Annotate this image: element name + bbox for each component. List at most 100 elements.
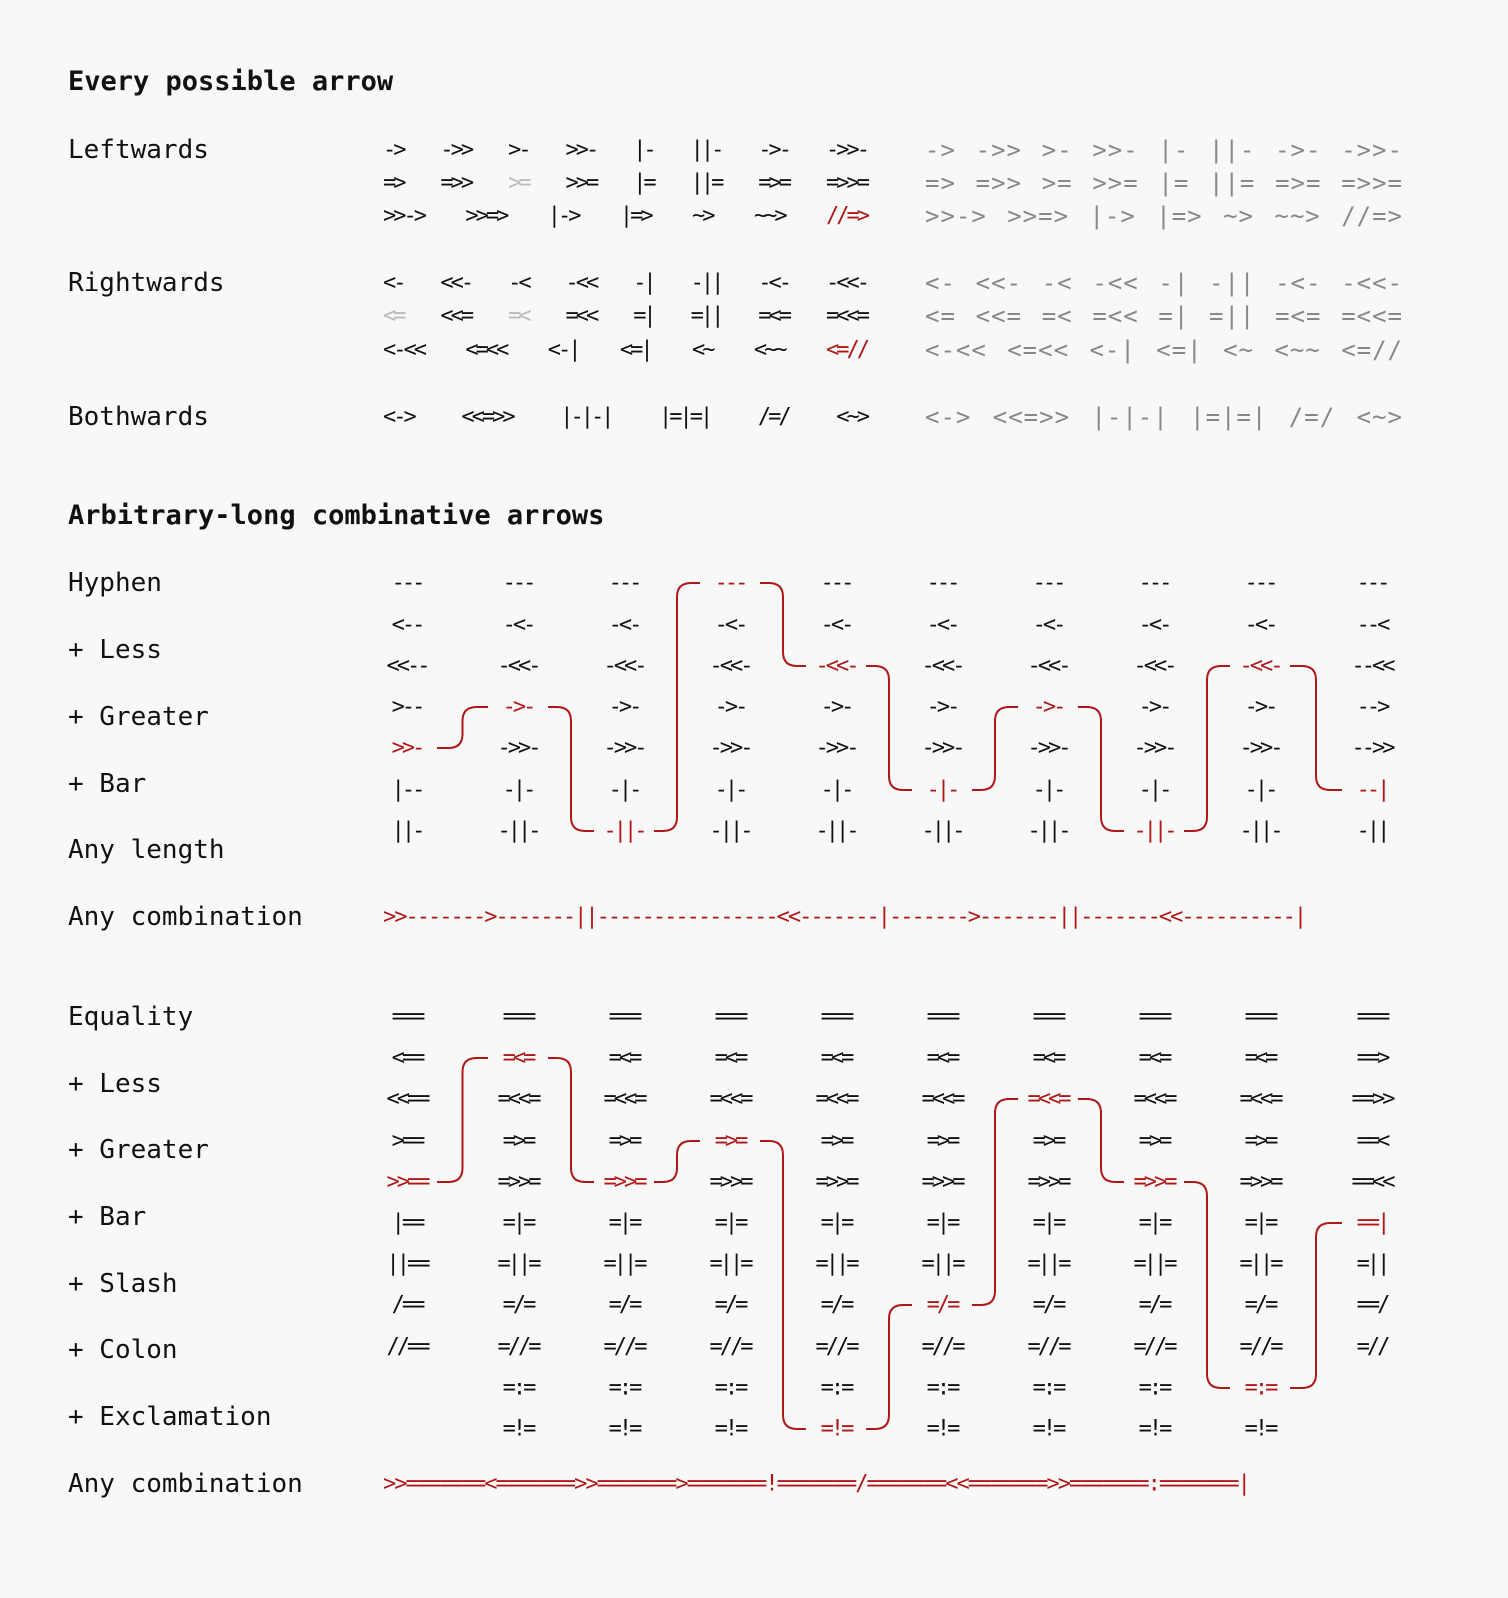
combination-arrow: >>------->-------||----------------<<---… (383, 904, 1307, 930)
arrow-cell: =<<= (921, 1086, 966, 1112)
arrow-cell: --> (1356, 694, 1391, 720)
arrow-cell: =/= (714, 1292, 749, 1318)
ligature-glyph: <<- (440, 270, 474, 296)
arrow-cell: ->>- (815, 735, 860, 761)
arrow-cell: -|- (1138, 777, 1173, 803)
row-label: + Exclamation (68, 1402, 272, 1432)
ascii-sequence: >>-> (925, 202, 987, 230)
ascii-sequence: -<<- (1341, 269, 1403, 297)
arrow-cell: =!= (608, 1416, 643, 1442)
arrow-cell: ->- (1032, 694, 1067, 720)
arrow-cell: =//= (497, 1334, 542, 1360)
arrow-cell: --<< (1351, 653, 1396, 679)
arrow-cell: =>>= (1239, 1169, 1284, 1195)
arrow-cell: =>= (1032, 1128, 1067, 1154)
row-label: + Colon (68, 1335, 178, 1365)
ascii-sequence: -< (1041, 269, 1073, 297)
arrow-cell: <-- (391, 612, 426, 638)
arrow-cell: =>>= (603, 1169, 648, 1195)
arrow-cell: =<<= (709, 1086, 754, 1112)
arrow-cell: -<<- (497, 653, 542, 679)
combination-arrow: >>=======<=======>>=======>=======!=====… (383, 1471, 1251, 1497)
arrow-cell: === (608, 1004, 643, 1030)
arrow-cell: --- (926, 570, 961, 596)
ligature-glyph: ~> (691, 203, 715, 229)
arrow-cell: ==< (1356, 1128, 1391, 1154)
arrow-cell: =>>= (815, 1169, 860, 1195)
ascii-sequence: <<=>> (992, 403, 1071, 431)
arrow-cell: =>= (502, 1128, 537, 1154)
ligature-glyph: <- (383, 270, 406, 296)
arrow-cell: -|- (1032, 777, 1067, 803)
ligature-glyph: -> (383, 137, 406, 163)
arrow-cell: -<- (714, 612, 749, 638)
arrow-cell: ->>- (1239, 735, 1284, 761)
arrow-cell: =||= (709, 1251, 754, 1277)
ligature-glyph: <~ (691, 337, 715, 363)
arrow-cell: -<- (1138, 612, 1173, 638)
arrow-cell: --- (1138, 570, 1173, 596)
arrow-cell: |== (391, 1210, 426, 1236)
arrow-cell: =|= (714, 1210, 749, 1236)
arrow-cell: === (1356, 1004, 1391, 1030)
arrow-cell: =<<= (497, 1086, 542, 1112)
arrow-cell: /== (391, 1292, 426, 1318)
arrow-cell: =!= (714, 1416, 749, 1442)
ascii-sequence: =<<= (1341, 302, 1403, 330)
ascii-sequence: ->>- (1341, 136, 1403, 164)
ligature-glyph: >>-> (383, 203, 427, 229)
ascii-sequence: >>= (1092, 169, 1139, 197)
ascii-sequence: ->> (975, 136, 1022, 164)
arrow-cell: -<<- (709, 653, 754, 679)
arrow-cell: =||= (1133, 1251, 1178, 1277)
connector-line (866, 1304, 912, 1430)
arrow-cell: ->>- (1027, 735, 1072, 761)
arrow-cell: >>== (386, 1169, 431, 1195)
arrow-cell: -<- (608, 612, 643, 638)
arrow-cell: =!= (926, 1416, 961, 1442)
arrow-cell: =<= (1244, 1045, 1279, 1071)
arrow-cell: ->- (608, 694, 643, 720)
arrow-cell: =||= (1239, 1251, 1284, 1277)
ascii-sequence: <= (925, 302, 956, 330)
ascii-sequence: ~~> (1274, 202, 1321, 230)
ligature-glyph: //=> (825, 203, 870, 229)
ligature-glyph: >>- (565, 137, 600, 163)
arrow-cell: -<- (820, 612, 855, 638)
row-label: + Greater (68, 702, 209, 732)
arrow-cell: =<= (1138, 1045, 1173, 1071)
ascii-sequence: |-> (1089, 202, 1136, 230)
ligature-glyph: =<= (758, 303, 792, 329)
arrow-cell: === (1138, 1004, 1173, 1030)
ascii-sequence: -<< (1092, 269, 1139, 297)
ascii-row: >>-> >>=> |-> |=> ~> ~~> //=> (925, 202, 1403, 230)
arrow-cell: ->>- (603, 735, 648, 761)
arrow-cell: -||- (497, 818, 542, 844)
ascii-sequence: |-|-| (1091, 403, 1169, 431)
arrow-cell: =//= (1133, 1334, 1178, 1360)
arrow-cell: =|= (926, 1210, 961, 1236)
ligature-glyph: -<<- (825, 270, 870, 296)
ligature-glyph: =>= (758, 170, 792, 196)
arrow-cell: =||= (815, 1251, 860, 1277)
ascii-sequence: |=|=| (1190, 403, 1268, 431)
arrow-cell: =!= (502, 1416, 537, 1442)
ligature-glyph: <=// (825, 337, 870, 363)
arrow-cell: -<- (926, 612, 961, 638)
row-label: + Slash (68, 1269, 178, 1299)
ligature-glyph: -<- (758, 270, 792, 296)
arrow-cell: =|= (502, 1210, 537, 1236)
arrow-cell: =||= (921, 1251, 966, 1277)
ascii-sequence: <=<< (1007, 336, 1070, 364)
ligature-glyph: <<=>> (461, 404, 515, 430)
ligature-glyph: ~~> (753, 203, 788, 229)
arrow-cell: -|- (820, 777, 855, 803)
arrow-cell: -|| (1356, 818, 1391, 844)
arrow-cell: ==<< (1351, 1169, 1396, 1195)
arrow-cell: =:= (502, 1375, 537, 1401)
arrow-cell: =//= (815, 1334, 860, 1360)
arrow-cell: =|= (608, 1210, 643, 1236)
arrow-cell: ->- (1244, 694, 1279, 720)
arrow-cell: =||= (497, 1251, 542, 1277)
arrow-cell: =!= (1244, 1416, 1279, 1442)
